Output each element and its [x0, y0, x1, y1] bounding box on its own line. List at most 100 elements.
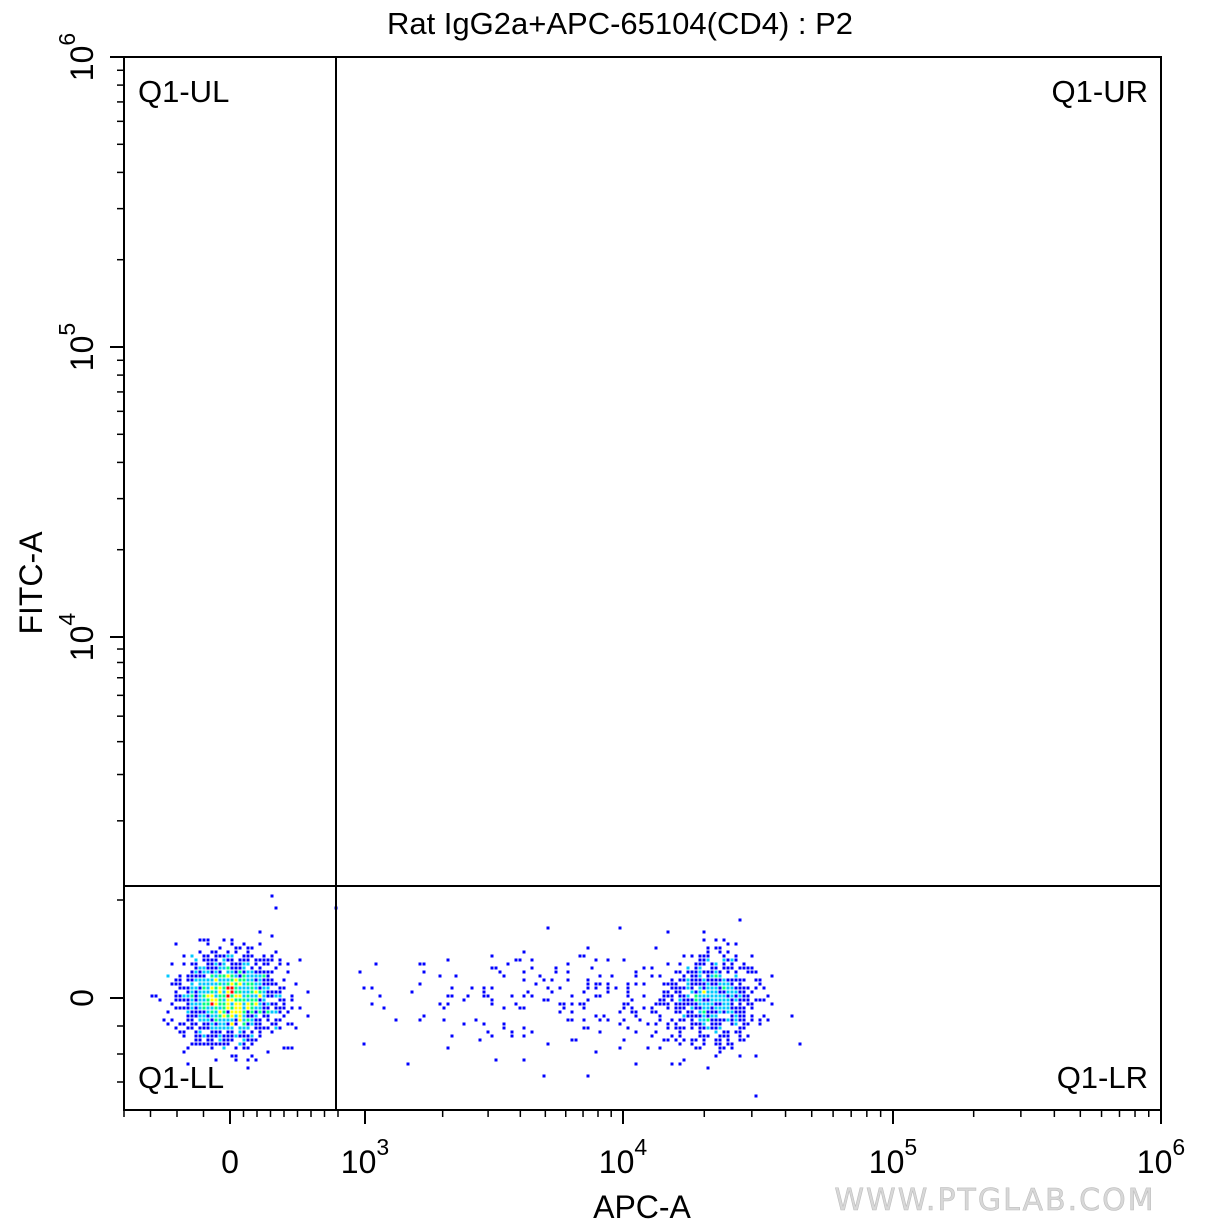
data-point — [278, 998, 282, 1002]
data-point — [722, 998, 726, 1002]
data-point — [738, 1014, 742, 1018]
data-point — [670, 998, 674, 1002]
data-point — [206, 1034, 210, 1038]
data-point — [734, 1006, 738, 1010]
data-point — [218, 946, 222, 950]
data-point — [702, 978, 706, 982]
data-point — [710, 1002, 714, 1006]
data-point — [298, 958, 302, 962]
data-point — [522, 1006, 526, 1010]
data-point — [498, 970, 502, 974]
data-point — [682, 978, 686, 982]
data-point — [598, 1030, 602, 1034]
data-point — [242, 1014, 246, 1018]
data-point — [730, 958, 734, 962]
data-point — [706, 994, 710, 998]
data-point — [182, 962, 186, 966]
data-point — [274, 982, 278, 986]
data-point — [214, 1002, 218, 1006]
data-point — [686, 1014, 690, 1018]
data-point — [530, 958, 534, 962]
data-point — [570, 1010, 574, 1014]
data-point — [710, 982, 714, 986]
data-point — [374, 962, 378, 966]
x-axis-ticks: 0 103 104 105 106 — [123, 1110, 1185, 1180]
data-point — [222, 1002, 226, 1006]
data-point — [542, 1074, 546, 1078]
data-point — [742, 1006, 746, 1010]
data-point — [694, 962, 698, 966]
data-point — [650, 1006, 654, 1010]
data-point — [206, 982, 210, 986]
data-point — [194, 1010, 198, 1014]
data-point — [226, 1034, 230, 1038]
data-point — [278, 1026, 282, 1030]
data-point — [242, 962, 246, 966]
data-point — [686, 970, 690, 974]
data-point — [246, 962, 250, 966]
data-point — [646, 1046, 650, 1050]
data-point — [690, 954, 694, 958]
data-point — [262, 982, 266, 986]
data-point — [246, 1038, 250, 1042]
data-point — [226, 1022, 230, 1026]
data-point — [210, 1034, 214, 1038]
x-tick-label: 105 — [869, 1134, 917, 1180]
data-point — [690, 1042, 694, 1046]
data-point — [258, 1018, 262, 1022]
data-point — [226, 990, 230, 994]
data-point — [698, 958, 702, 962]
data-point — [170, 982, 174, 986]
data-point — [722, 966, 726, 970]
data-point — [222, 1038, 226, 1042]
data-point — [258, 986, 262, 990]
data-point — [206, 1002, 210, 1006]
data-point — [726, 1042, 730, 1046]
data-point — [170, 1002, 174, 1006]
data-point — [658, 1046, 662, 1050]
data-point — [250, 978, 254, 982]
data-point — [186, 990, 190, 994]
data-point — [722, 1030, 726, 1034]
data-point — [226, 986, 230, 990]
data-point — [258, 1022, 262, 1026]
data-point — [230, 1038, 234, 1042]
data-point — [230, 938, 234, 942]
data-point — [218, 982, 222, 986]
data-point — [510, 994, 514, 998]
data-point — [678, 970, 682, 974]
data-point — [198, 1018, 202, 1022]
data-point — [694, 998, 698, 1002]
data-point — [226, 958, 230, 962]
data-point — [258, 1002, 262, 1006]
data-point — [178, 978, 182, 982]
data-point — [654, 1010, 658, 1014]
data-point — [570, 994, 574, 998]
data-point — [186, 1010, 190, 1014]
data-point — [174, 990, 178, 994]
data-point — [706, 1010, 710, 1014]
data-point — [394, 1018, 398, 1022]
data-point — [174, 1026, 178, 1030]
data-point — [210, 986, 214, 990]
data-point — [234, 978, 238, 982]
data-point — [706, 970, 710, 974]
data-point — [274, 1018, 278, 1022]
data-point — [702, 998, 706, 1002]
data-point — [678, 1026, 682, 1030]
data-point — [706, 986, 710, 990]
data-point — [710, 1006, 714, 1010]
data-point — [282, 1014, 286, 1018]
data-point — [682, 994, 686, 998]
data-point — [198, 1042, 202, 1046]
data-point — [594, 994, 598, 998]
data-point — [238, 998, 242, 1002]
data-point — [202, 974, 206, 978]
data-point — [762, 986, 766, 990]
data-point — [178, 998, 182, 1002]
data-point — [242, 954, 246, 958]
data-point — [718, 1026, 722, 1030]
data-point — [194, 1014, 198, 1018]
data-point — [714, 1014, 718, 1018]
data-point — [714, 994, 718, 998]
